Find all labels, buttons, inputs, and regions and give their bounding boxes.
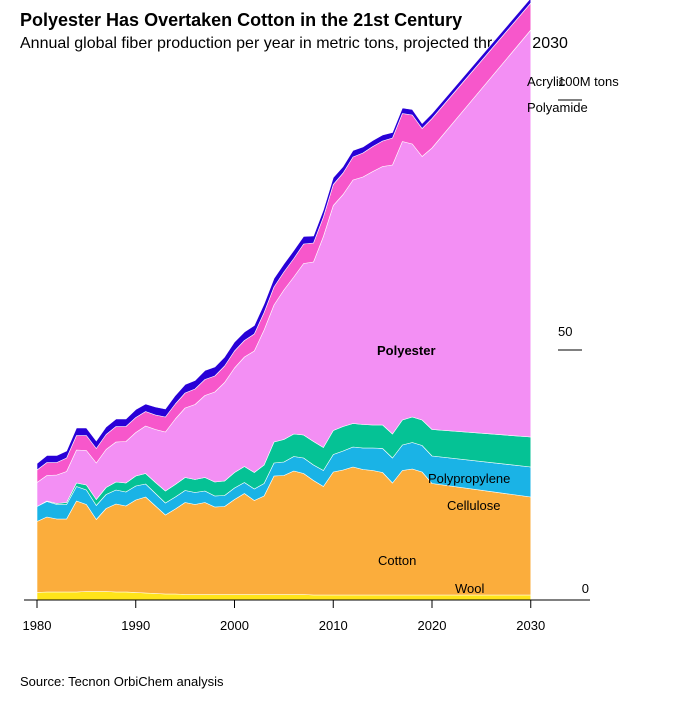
source-note: Source: Tecnon OrbiChem analysis (20, 674, 224, 689)
x-tick-label-2000: 2000 (220, 618, 249, 633)
series-label-cellulose: Cellulose (447, 498, 500, 513)
series-label-cotton: Cotton (378, 553, 416, 568)
x-tick-label-2010: 2010 (319, 618, 348, 633)
y-tick-label-0: 0 (582, 581, 589, 596)
x-axis: 1980 1990 2000 2010 2020 2030 (23, 599, 590, 633)
series-label-polyester: Polyester (377, 343, 436, 358)
y-axis: 100M tons 50 0 (558, 74, 619, 596)
series-areas (36, 0, 532, 601)
area-acrylic (36, 0, 532, 471)
x-tick-label-1990: 1990 (121, 618, 150, 633)
chart-subtitle: Annual global fiber production per year … (20, 35, 568, 52)
y-tick-label-50: 50 (558, 324, 572, 339)
series-label-wool: Wool (455, 581, 484, 596)
x-tick-label-2020: 2020 (418, 618, 447, 633)
chart-title: Polyester Has Overtaken Cotton in the 21… (20, 10, 463, 30)
series-label-polypropylene: Polypropylene (428, 471, 510, 486)
series-label-acrylic: Acrylic (527, 74, 566, 89)
series-labels: Wool Cotton Cellulose Polypropylene Polyeste… (377, 74, 588, 596)
series-label-polyamide: Polyamide (527, 100, 588, 115)
x-tick-label-1980: 1980 (23, 618, 52, 633)
x-tick-label-2030: 2030 (516, 618, 545, 633)
y-tick-label-100: 100M tons (558, 74, 619, 89)
